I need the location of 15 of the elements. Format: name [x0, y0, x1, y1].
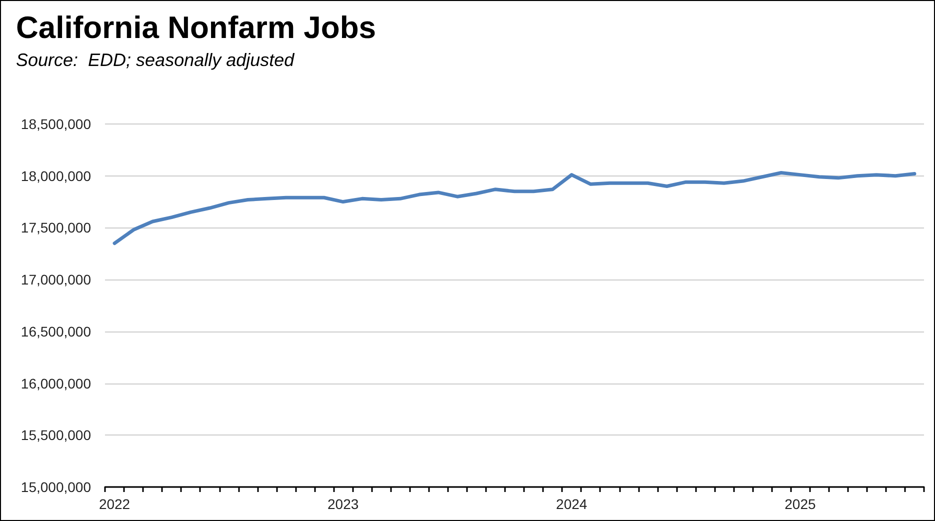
x-tick-label: 2024 — [556, 496, 588, 512]
y-tick-label: 18,500,000 — [20, 116, 92, 132]
x-tick-label: 2025 — [784, 496, 816, 512]
x-tick-label: 2022 — [98, 496, 130, 512]
line-series — [112, 170, 916, 246]
chart-subtitle: Source: EDD; seasonally adjusted — [16, 50, 296, 70]
x-tick-label: 2023 — [328, 496, 359, 512]
y-tick-label: 16,500,000 — [20, 323, 92, 340]
y-tick-label: 18,000,000 — [20, 168, 92, 184]
y-tick-label: 16,000,000 — [20, 375, 92, 392]
y-tick-label: 15,500,000 — [20, 427, 92, 444]
chart-title: California Nonfarm Jobs — [16, 10, 376, 45]
y-tick-label: 15,000,000 — [20, 479, 92, 495]
y-tick-label: 17,500,000 — [20, 220, 92, 236]
y-tick-label: 17,000,000 — [20, 272, 92, 288]
